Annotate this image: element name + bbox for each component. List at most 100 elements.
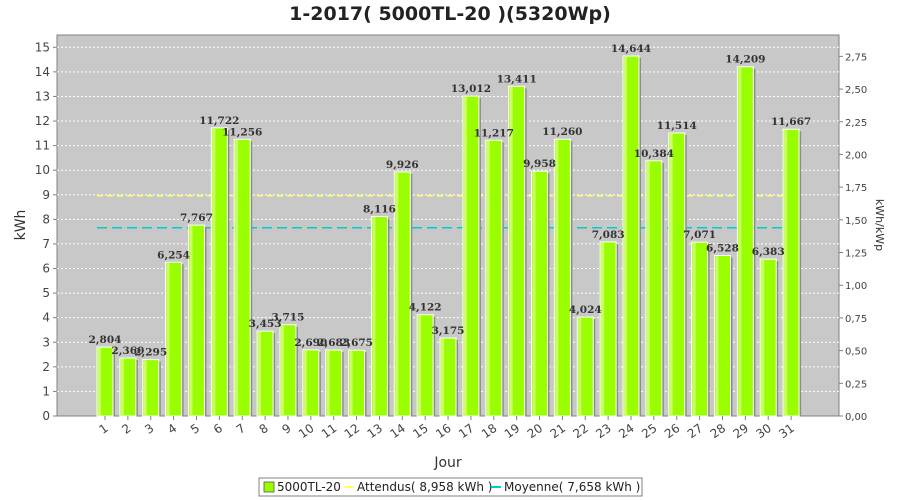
legend: 5000TL-20 Attendus( 8,958 kWh ) Moyenne( 7… — [258, 477, 643, 497]
bar-highlight — [646, 161, 650, 416]
bar-value-label: 13,411 — [497, 73, 537, 85]
y-tick-label: 3 — [42, 335, 50, 349]
bar-value-label: 4,024 — [569, 304, 602, 316]
bar-value-label: 3,175 — [432, 325, 465, 337]
x-tick-label: 27 — [685, 421, 706, 441]
x-tick-label: 20 — [525, 421, 546, 441]
bar-value-label: 2,295 — [134, 347, 167, 359]
x-tick-label: 18 — [479, 421, 500, 441]
legend-swatch-bar — [263, 481, 275, 493]
legend-label: Attendus( 8,958 kWh ) — [357, 480, 492, 494]
y2-tick-label: 2,75 — [845, 52, 867, 63]
bar-highlight — [784, 130, 788, 417]
bar-highlight — [143, 360, 147, 416]
y-tick-label: 10 — [35, 163, 50, 177]
legend-box — [258, 477, 643, 497]
y-tick-label: 6 — [42, 262, 50, 276]
bar-highlight — [120, 358, 124, 416]
y-tick-label: 12 — [35, 114, 50, 128]
bar-highlight — [738, 67, 742, 416]
y2-tick-label: 1,25 — [845, 249, 867, 260]
x-tick-label: 9 — [279, 421, 293, 437]
bar-highlight — [601, 242, 605, 416]
bar-highlight — [441, 338, 445, 416]
bar-highlight — [555, 140, 559, 417]
bar-series — [96, 55, 802, 417]
x-tick-label: 10 — [296, 421, 317, 441]
x-tick-label: 24 — [616, 421, 637, 441]
x-tick-label: 14 — [387, 421, 408, 441]
x-axis-title: Jour — [433, 455, 462, 471]
bar-value-label: 2,804 — [89, 334, 122, 346]
y2-tick-label: 0,50 — [845, 347, 867, 358]
y2-tick-label: 1,75 — [845, 183, 867, 194]
bar-highlight — [212, 128, 216, 417]
bar-highlight — [463, 97, 467, 416]
bar-highlight — [166, 263, 170, 416]
bar-highlight — [715, 256, 719, 416]
bar-highlight — [486, 141, 490, 416]
y-tick-label: 15 — [35, 40, 50, 54]
x-tick-label: 15 — [410, 421, 431, 441]
x-tick-label: 13 — [365, 421, 386, 441]
x-tick-label: 7 — [234, 421, 248, 437]
bar-highlight — [669, 133, 673, 416]
bar-value-label: 8,116 — [363, 204, 396, 216]
bar-highlight — [258, 332, 262, 416]
y-tick-label: 9 — [42, 188, 50, 202]
y2-tick-label: 1,50 — [845, 216, 867, 227]
bar-value-label: 11,260 — [542, 126, 582, 138]
y-tick-label: 5 — [42, 286, 50, 300]
bar-value-label: 10,384 — [634, 148, 674, 160]
x-tick-label: 12 — [342, 421, 363, 441]
legend-label: Moyenne( 7,658 kWh ) — [504, 480, 640, 494]
bar-value-label: 2,675 — [340, 337, 373, 349]
x-tick-label: 3 — [142, 421, 156, 437]
bar-highlight — [280, 325, 284, 416]
chart-title: 1-2017( 5000TL-20 )(5320Wp) — [289, 3, 611, 25]
bar-highlight — [372, 217, 376, 416]
bar-value-label: 11,217 — [474, 127, 514, 139]
bar-highlight — [98, 348, 101, 416]
x-tick-label: 21 — [548, 421, 569, 441]
x-tick-label: 8 — [257, 421, 271, 437]
bar-value-label: 9,926 — [386, 159, 419, 171]
x-tick-label: 22 — [570, 421, 591, 441]
y2-tick-label: 0,25 — [845, 379, 867, 390]
bar-highlight — [349, 351, 353, 416]
x-tick-label: 6 — [211, 421, 225, 437]
bar-value-label: 6,383 — [752, 246, 785, 258]
bar-value-label: 14,644 — [611, 43, 651, 55]
y2-tick-label: 2,00 — [845, 150, 867, 161]
x-tick-label: 30 — [753, 421, 774, 441]
x-tick-label: 17 — [456, 421, 477, 441]
x-tick-label: 5 — [188, 421, 202, 437]
bar-value-label: 11,722 — [199, 115, 239, 127]
x-tick-label: 23 — [593, 421, 614, 441]
y2-tick-label: 1,00 — [845, 281, 867, 292]
bar-value-label: 11,256 — [222, 126, 262, 138]
legend-label: 5000TL-20 — [277, 480, 341, 494]
bar-value-label: 9,958 — [523, 158, 556, 170]
y2-tick-label: 2,50 — [845, 85, 867, 96]
bar-highlight — [624, 57, 628, 417]
y2-tick-label: 2,25 — [845, 118, 867, 129]
x-tick-label: 4 — [165, 421, 179, 437]
bar-highlight — [692, 243, 696, 416]
x-tick-label: 16 — [433, 421, 454, 441]
bar-highlight — [326, 351, 330, 416]
bar-highlight — [418, 315, 422, 416]
bar-value-label: 11,667 — [771, 116, 811, 128]
bar-value-label: 11,514 — [657, 120, 697, 132]
y-tick-label: 2 — [42, 360, 50, 374]
y2-tick-label: 0,75 — [845, 314, 867, 325]
bar-highlight — [761, 260, 765, 416]
y-axis-right: 0,00 0,25 0,50 0,75 1,00 1,25 1,50 1,75 2,00 2,25… — [839, 52, 867, 423]
y-tick-label: 11 — [35, 139, 50, 153]
bar-value-label: 2,360 — [111, 345, 144, 357]
bar-highlight — [189, 226, 193, 416]
y-tick-label: 1 — [42, 384, 50, 398]
